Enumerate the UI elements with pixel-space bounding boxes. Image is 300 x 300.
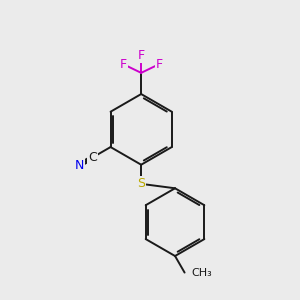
Text: F: F [156, 58, 163, 70]
Text: CH₃: CH₃ [191, 268, 212, 278]
Text: S: S [137, 177, 145, 190]
Text: F: F [119, 58, 127, 70]
Text: F: F [138, 49, 145, 62]
Text: C: C [88, 151, 97, 164]
Text: N: N [75, 158, 84, 172]
